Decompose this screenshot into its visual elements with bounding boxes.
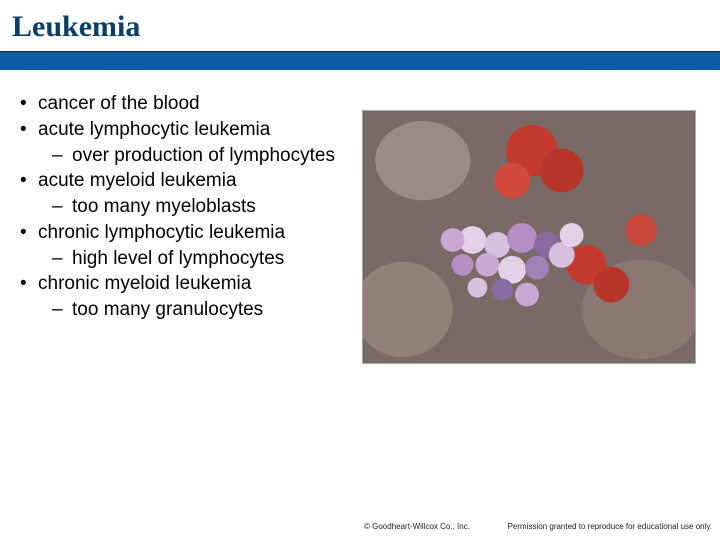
list-subitem: too many myeloblasts [20,195,360,219]
copyright-text: © Goodheart-Willcox Co., Inc. [364,522,470,531]
slide-title: Leukemia [12,10,140,44]
list-item: chronic myeloid leukemia [20,272,360,296]
list-subitem: high level of lymphocytes [20,247,360,271]
list-subitem: too many granulocytes [20,298,360,322]
permission-text: Permission granted to reproduce for educ… [508,522,712,531]
header-curve [0,52,720,70]
list-item: cancer of the blood [20,92,360,116]
list-item: acute lymphocytic leukemia [20,118,360,142]
list-subitem: over production of lymphocytes [20,144,360,168]
micrograph-image [362,110,696,364]
list-item: chronic lymphocytic leukemia [20,221,360,245]
list-item: acute myeloid leukemia [20,169,360,193]
footer: © Goodheart-Willcox Co., Inc. Permission… [0,522,720,536]
bullet-list: cancer of the blood acute lymphocytic le… [20,92,360,324]
